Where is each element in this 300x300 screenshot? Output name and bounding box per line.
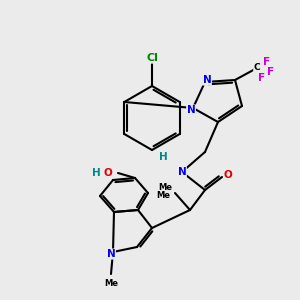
Text: Me: Me xyxy=(156,190,170,200)
Text: F: F xyxy=(267,67,274,77)
Text: N: N xyxy=(202,75,211,85)
Text: F: F xyxy=(263,57,271,67)
Text: H: H xyxy=(159,152,167,162)
Text: Me: Me xyxy=(158,184,172,193)
Text: Cl: Cl xyxy=(146,53,158,63)
Text: O: O xyxy=(103,168,112,178)
Text: N: N xyxy=(187,105,195,115)
Text: O: O xyxy=(224,170,232,180)
Text: F: F xyxy=(258,73,266,83)
Text: Me: Me xyxy=(104,280,118,289)
Text: H: H xyxy=(92,168,100,178)
Text: N: N xyxy=(178,167,186,177)
Text: N: N xyxy=(106,249,116,259)
Text: C: C xyxy=(254,64,260,73)
